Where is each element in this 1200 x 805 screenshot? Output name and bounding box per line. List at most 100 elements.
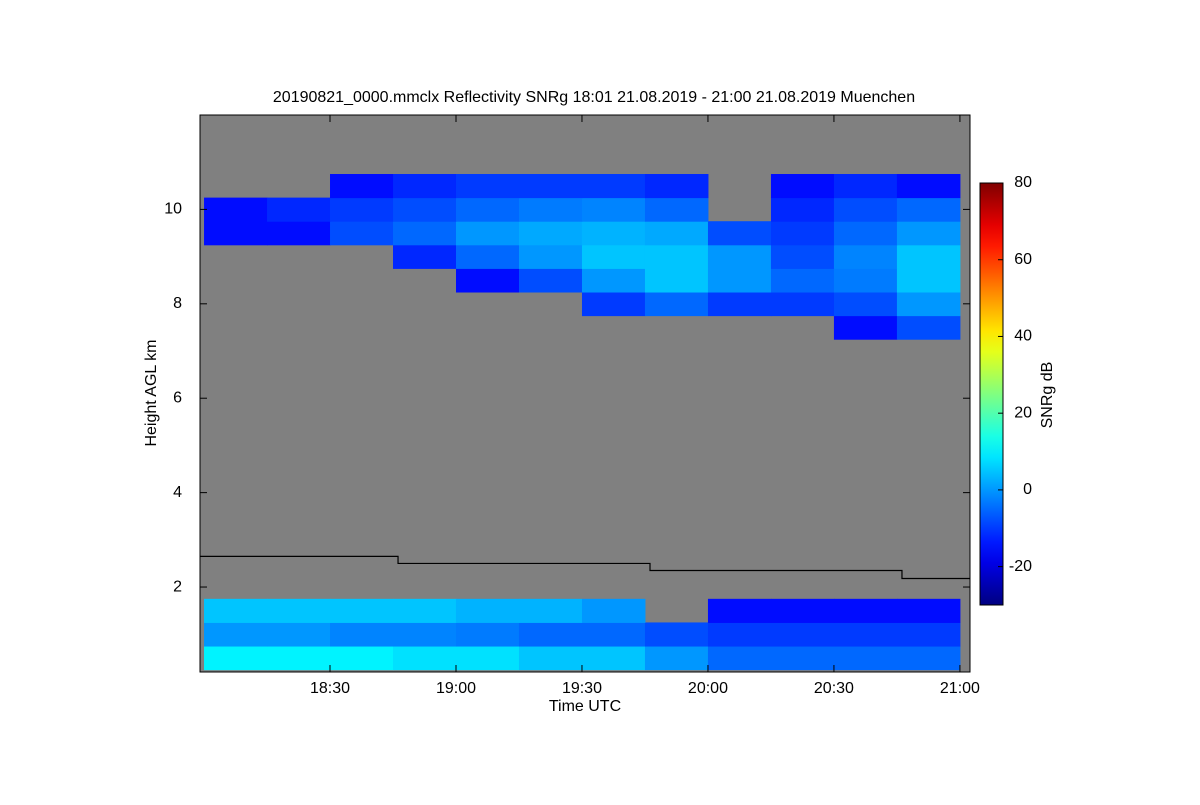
heatmap-cell bbox=[518, 646, 583, 671]
colorbar-tick-label: 80 bbox=[1014, 174, 1032, 191]
heatmap-cell bbox=[707, 221, 772, 246]
heatmap-cell bbox=[770, 292, 835, 317]
heatmap-cell bbox=[455, 197, 520, 222]
heatmap-cell bbox=[707, 268, 772, 293]
heatmap-cell bbox=[267, 221, 331, 246]
x-tick-label: 18:30 bbox=[310, 680, 350, 697]
heatmap-cell bbox=[770, 598, 835, 623]
heatmap-cell bbox=[267, 646, 331, 671]
chart-title: 20190821_0000.mmclx Reflectivity SNRg 18… bbox=[273, 89, 915, 106]
colorbar bbox=[979, 182, 1004, 606]
heatmap-cell bbox=[833, 315, 898, 340]
heatmap-cell bbox=[330, 598, 394, 623]
heatmap-cell bbox=[204, 598, 268, 623]
heatmap-cell bbox=[204, 622, 268, 647]
y-tick-label: 10 bbox=[164, 201, 182, 218]
heatmap-cell bbox=[581, 197, 646, 222]
heatmap-cell bbox=[644, 646, 709, 671]
heatmap-cell bbox=[518, 244, 583, 269]
heatmap-cell bbox=[833, 221, 898, 246]
heatmap-cell bbox=[393, 197, 457, 222]
heatmap-cell bbox=[518, 197, 583, 222]
heatmap-cell bbox=[833, 598, 898, 623]
x-axis-label: Time UTC bbox=[549, 698, 621, 715]
heatmap-cell bbox=[330, 646, 394, 671]
heatmap-cell bbox=[518, 174, 583, 199]
heatmap-cell bbox=[896, 174, 961, 199]
heatmap-cell bbox=[644, 174, 709, 199]
heatmap-cell bbox=[770, 244, 835, 269]
colorbar-label: SNRg dB bbox=[1039, 362, 1056, 429]
x-tick-label: 21:00 bbox=[940, 680, 980, 697]
heatmap-cell bbox=[581, 598, 646, 623]
heatmap-cell bbox=[581, 622, 646, 647]
x-tick-label: 19:00 bbox=[436, 680, 476, 697]
heatmap-cell bbox=[707, 598, 772, 623]
heatmap-cell bbox=[707, 292, 772, 317]
heatmap-cell bbox=[393, 622, 457, 647]
heatmap-cell bbox=[581, 244, 646, 269]
y-tick-label: 2 bbox=[173, 578, 182, 595]
heatmap-cell bbox=[518, 622, 583, 647]
heatmap-cell bbox=[581, 292, 646, 317]
heatmap-cell bbox=[518, 268, 583, 293]
heatmap-cell bbox=[833, 268, 898, 293]
heatmap-cell bbox=[770, 221, 835, 246]
heatmap-cell bbox=[896, 268, 961, 293]
heatmap-cell bbox=[707, 244, 772, 269]
heatmap-cell bbox=[455, 268, 520, 293]
heatmap-cell bbox=[833, 646, 898, 671]
heatmap-cell bbox=[581, 268, 646, 293]
heatmap-cell bbox=[330, 622, 394, 647]
colorbar-tick-label: -20 bbox=[1009, 558, 1032, 575]
heatmap-cell bbox=[581, 174, 646, 199]
heatmap-cell bbox=[896, 622, 961, 647]
heatmap-cell bbox=[455, 598, 520, 623]
heatmap-cell bbox=[644, 268, 709, 293]
heatmap-cell bbox=[896, 598, 961, 623]
heatmap-cell bbox=[267, 622, 331, 647]
heatmap-cell bbox=[518, 221, 583, 246]
heatmap-cell bbox=[455, 646, 520, 671]
heatmap-cell bbox=[833, 622, 898, 647]
heatmap-cell bbox=[455, 174, 520, 199]
heatmap-cell bbox=[393, 174, 457, 199]
x-tick-label: 20:00 bbox=[688, 680, 728, 697]
heatmap-cell bbox=[455, 244, 520, 269]
colorbar-tick-label: 40 bbox=[1014, 328, 1032, 345]
heatmap-cell bbox=[644, 197, 709, 222]
y-tick-label: 8 bbox=[173, 295, 182, 312]
heatmap-cell bbox=[393, 598, 457, 623]
heatmap-cell bbox=[330, 221, 394, 246]
heatmap-cell bbox=[644, 221, 709, 246]
heatmap-cell bbox=[770, 622, 835, 647]
heatmap-cell bbox=[896, 244, 961, 269]
heatmap-cell bbox=[896, 292, 961, 317]
heatmap-cell bbox=[204, 221, 268, 246]
heatmap-cell bbox=[644, 292, 709, 317]
y-axis-label: Height AGL km bbox=[143, 339, 160, 446]
heatmap-cell bbox=[518, 598, 583, 623]
heatmap-cell bbox=[644, 244, 709, 269]
heatmap-cell bbox=[393, 221, 457, 246]
heatmap-cell bbox=[330, 174, 394, 199]
heatmap-cell bbox=[833, 174, 898, 199]
plot-frame bbox=[199, 114, 971, 673]
colorbar-tick-label: 0 bbox=[1023, 481, 1032, 498]
heatmap-cell bbox=[707, 622, 772, 647]
heatmap-cell bbox=[770, 174, 835, 199]
heatmap-cell bbox=[581, 221, 646, 246]
heatmap-cell bbox=[267, 598, 331, 623]
heatmap-cell bbox=[393, 244, 457, 269]
colorbar-tick-label: 20 bbox=[1014, 404, 1032, 421]
heatmap-cell bbox=[896, 221, 961, 246]
heatmap-cell bbox=[833, 197, 898, 222]
heatmap-cell bbox=[896, 646, 961, 671]
heatmap-cell bbox=[707, 646, 772, 671]
heatmap-cell bbox=[267, 197, 331, 222]
heatmap-cell bbox=[204, 197, 268, 222]
heatmap-cell bbox=[896, 315, 961, 340]
heatmap-cell bbox=[770, 268, 835, 293]
